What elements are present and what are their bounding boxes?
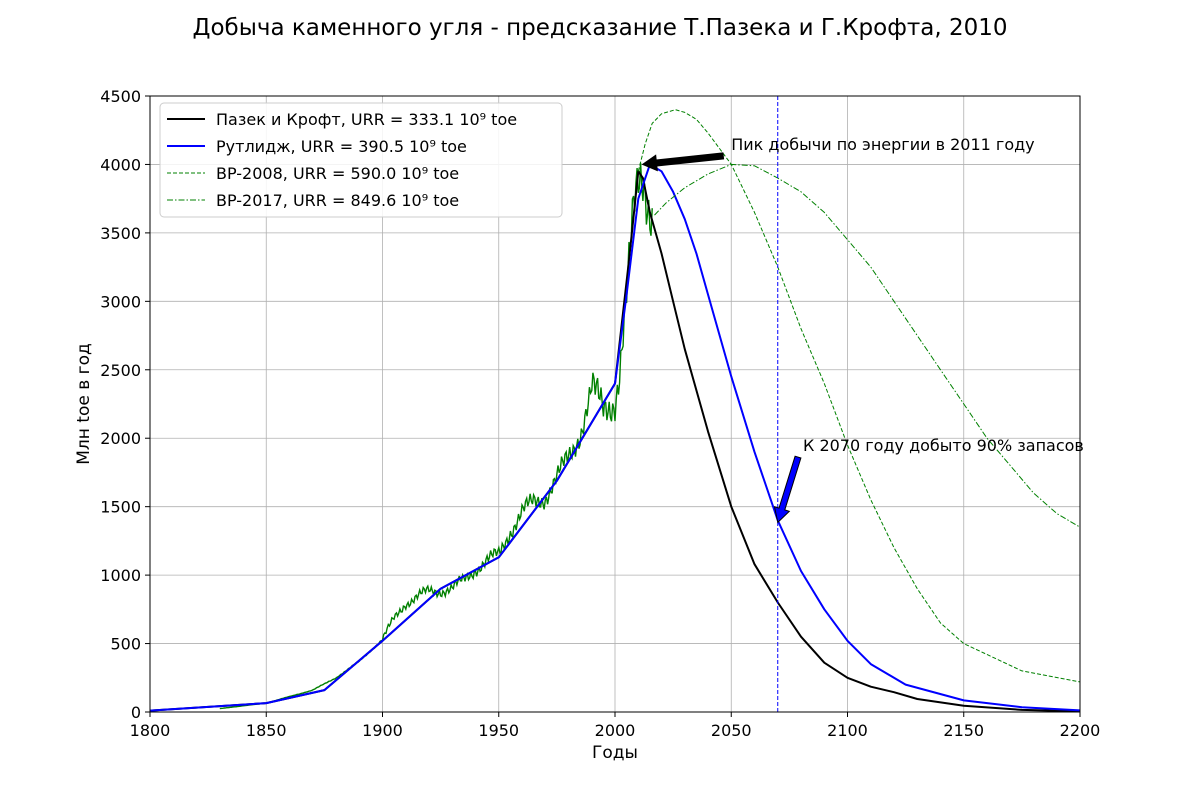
series-line-2 [149, 163, 1081, 712]
legend-label-3: BP-2008, URR = 590.0 10⁹ toe [216, 164, 459, 183]
series-line-4 [654, 163, 1081, 528]
legend-box [159, 102, 563, 218]
x-tick-label: 2000 [595, 721, 636, 740]
x-tick-label: 2100 [827, 721, 868, 740]
x-tick-label: 1800 [130, 721, 171, 740]
y-tick-label: 4000 [100, 155, 141, 174]
historical-line [219, 162, 653, 710]
annotations: Пик добычи по энергии в 2011 году К 2070 … [641, 135, 1084, 524]
y-tick-label: 4500 [100, 87, 141, 106]
legend-label-4: BP-2017, URR = 849.6 10⁹ toe [216, 191, 459, 210]
legend-label-1: Пазек и Крофт, URR = 333.1 10⁹ toe [216, 110, 517, 129]
x-tick-label: 2200 [1060, 721, 1101, 740]
x-tick-label: 1900 [362, 721, 403, 740]
y-axis-label: Млн toe в год [74, 343, 94, 465]
y-tick-label: 2500 [100, 361, 141, 380]
chart-title: Добыча каменного угля - предсказание Т.П… [192, 15, 1007, 41]
legend-label-2: Рутлидж, URR = 390.5 10⁹ toe [216, 137, 467, 156]
x-axis-label: Годы [592, 743, 638, 763]
x-tick-label: 1950 [478, 721, 519, 740]
x-tick-label: 1850 [246, 721, 287, 740]
annotation-arrow [773, 455, 802, 524]
grid [149, 95, 1081, 713]
y-tick-label: 500 [110, 635, 141, 654]
y-tick-label: 2000 [100, 429, 141, 448]
y-tick-label: 1000 [100, 566, 141, 585]
annotation-90-text: К 2070 году добыто 90% запасов [803, 436, 1084, 455]
legend: Пазек и Крофт, URR = 333.1 10⁹ toe Рутлид… [159, 102, 563, 218]
y-tick-label: 3500 [100, 224, 141, 243]
annotation-arrow [641, 152, 725, 172]
x-tick-label: 2150 [943, 721, 984, 740]
y-tick-label: 0 [131, 703, 141, 722]
series-line-3 [637, 109, 1081, 683]
x-tick-label: 2050 [711, 721, 752, 740]
y-tick-label: 3000 [100, 292, 141, 311]
annotation-peak-text: Пик добычи по энергии в 2011 году [731, 135, 1034, 154]
series-layer [149, 96, 1081, 713]
ticks: 1800 1850 1900 1950 2000 2050 2100 2150 2200 0 500… [100, 87, 1100, 740]
y-tick-label: 1500 [100, 498, 141, 517]
